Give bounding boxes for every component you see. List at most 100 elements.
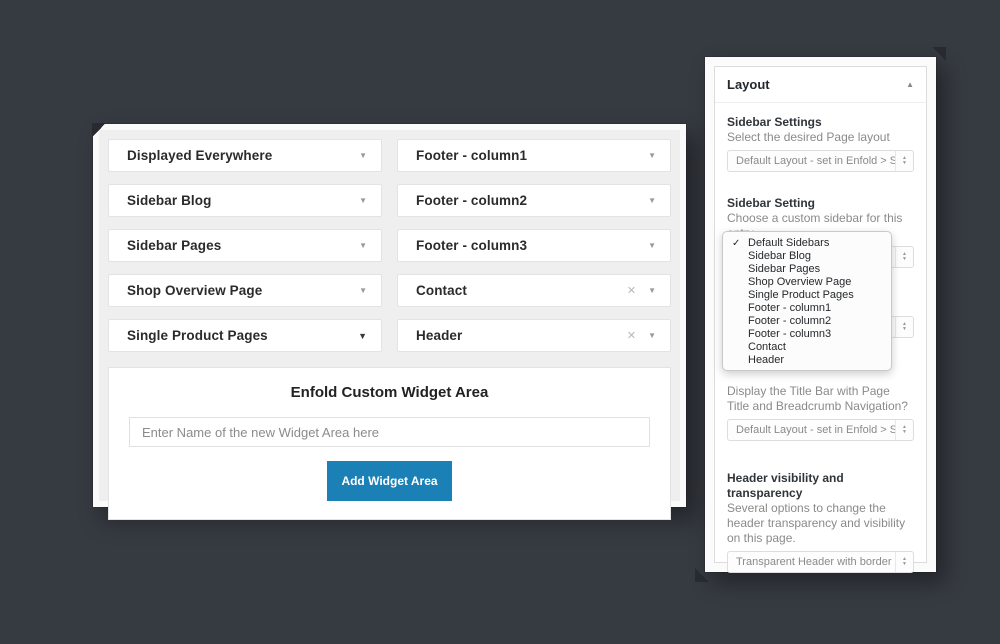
widget-area-label: Footer - column3 <box>416 238 528 253</box>
collapse-icon[interactable]: ▲ <box>906 80 914 89</box>
dropdown-option-single-product-pages[interactable]: Single Product Pages <box>723 289 891 302</box>
layout-metabox-inner: Layout ▲ Sidebar Settings Select the des… <box>714 66 927 573</box>
add-widget-area-button[interactable]: Add Widget Area <box>327 461 452 501</box>
widget-area-row-footer-column3[interactable]: Footer - column3 ▼ <box>397 229 671 262</box>
section-heading: Header visibility and transparency <box>727 471 844 500</box>
select-stepper-icon: ▲ ▼ <box>895 317 913 337</box>
section-description: Display the Title Bar with Page Title an… <box>727 384 908 413</box>
panel-corner-curl <box>695 568 709 582</box>
widget-area-row-single-product-pages[interactable]: Single Product Pages ▼ <box>108 319 382 352</box>
widget-area-row-footer-column1[interactable]: Footer - column1 ▼ <box>397 139 671 172</box>
widget-area-label: Sidebar Blog <box>127 193 212 208</box>
widget-area-label: Contact <box>416 283 467 298</box>
dropdown-option-label: Footer - column2 <box>748 315 832 327</box>
chevron-down-icon[interactable]: ▼ <box>359 196 367 205</box>
dropdown-option-header[interactable]: Header <box>723 354 891 367</box>
chevron-down-icon[interactable]: ▼ <box>359 241 367 250</box>
stepper-down-icon: ▼ <box>902 326 907 332</box>
widget-area-rows: Displayed Everywhere ▼ Sidebar Blog ▼ Si… <box>108 139 671 352</box>
header-transparency-select[interactable]: Transparent Header with border ▲ ▼ <box>727 551 914 573</box>
dropdown-option-label: Default Sidebars <box>748 237 830 249</box>
select-stepper-icon: ▲ ▼ <box>895 247 913 267</box>
new-widget-area-box: Enfold Custom Widget Area Add Widget Are… <box>108 367 671 520</box>
dropdown-option-footer-column1[interactable]: Footer - column1 <box>723 302 891 315</box>
chevron-down-icon[interactable]: ▼ <box>648 196 656 205</box>
chevron-down-icon[interactable]: ▼ <box>359 151 367 160</box>
layout-metabox-body: Sidebar Settings Select the desired Page… <box>715 103 926 573</box>
select-value: Default Layout - set in Enfold > S <box>736 424 895 436</box>
chevron-down-icon[interactable]: ▼ <box>648 241 656 250</box>
chevron-down-icon[interactable]: ▼ <box>648 331 656 340</box>
stepper-down-icon: ▼ <box>902 429 907 435</box>
dropdown-option-label: Single Product Pages <box>748 289 854 301</box>
layout-metabox-header[interactable]: Layout ▲ <box>715 67 926 103</box>
widget-area-label: Single Product Pages <box>127 328 268 343</box>
select-value: Transparent Header with border <box>736 556 892 568</box>
dropdown-option-contact[interactable]: Contact <box>723 341 891 354</box>
select-stepper-icon: ▲ ▼ <box>895 552 913 572</box>
dropdown-option-default-sidebars[interactable]: ✓ Default Sidebars <box>723 237 891 250</box>
widget-area-row-footer-column2[interactable]: Footer - column2 ▼ <box>397 184 671 217</box>
widget-area-row-shop-overview-page[interactable]: Shop Overview Page ▼ <box>108 274 382 307</box>
chevron-down-icon[interactable]: ▼ <box>648 286 656 295</box>
widget-area-label: Footer - column2 <box>416 193 528 208</box>
chevron-down-icon[interactable]: ▼ <box>648 151 656 160</box>
dropdown-option-footer-column3[interactable]: Footer - column3 <box>723 328 891 341</box>
dropdown-option-shop-overview-page[interactable]: Shop Overview Page <box>723 276 891 289</box>
widget-area-label: Displayed Everywhere <box>127 148 273 163</box>
panel-corner-curl <box>932 47 946 61</box>
widget-area-label: Shop Overview Page <box>127 283 263 298</box>
section-heading: Sidebar Settings <box>727 115 822 129</box>
dropdown-option-footer-column2[interactable]: Footer - column2 <box>723 315 891 328</box>
metabox-title: Layout <box>727 77 770 92</box>
dropdown-option-label: Header <box>748 354 785 366</box>
widget-area-label: Footer - column1 <box>416 148 528 163</box>
panel-corner-curl <box>92 123 106 137</box>
dropdown-option-label: Contact <box>748 341 786 353</box>
section-description: Select the desired Page layout <box>727 130 890 144</box>
dropdown-option-label: Shop Overview Page <box>748 276 852 288</box>
widget-area-row-sidebar-pages[interactable]: Sidebar Pages ▼ <box>108 229 382 262</box>
dropdown-option-sidebar-pages[interactable]: Sidebar Pages <box>723 263 891 276</box>
header-visibility-section: Header visibility and transparency Sever… <box>727 471 914 573</box>
dropdown-option-label: Sidebar Blog <box>748 250 811 262</box>
widget-area-row-header[interactable]: Header ✕ ▼ <box>397 319 671 352</box>
stepper-down-icon: ▼ <box>902 256 907 262</box>
chevron-down-icon[interactable]: ▼ <box>358 330 367 341</box>
stepper-up-icon: ▲ <box>902 424 907 430</box>
stepper-down-icon: ▼ <box>902 160 907 166</box>
page-layout-select[interactable]: Default Layout - set in Enfold > S ▲ ▼ <box>727 150 914 172</box>
section-description: Several options to change the header tra… <box>727 501 906 545</box>
stepper-up-icon: ▲ <box>902 251 907 257</box>
stepper-up-icon: ▲ <box>902 155 907 161</box>
select-stepper-icon: ▲ ▼ <box>895 420 913 440</box>
chevron-down-icon[interactable]: ▼ <box>359 286 367 295</box>
section-heading: Sidebar Setting <box>727 196 816 210</box>
dropdown-option-label: Sidebar Pages <box>748 263 821 275</box>
check-icon: ✓ <box>732 238 741 249</box>
delete-widget-area-icon[interactable]: ✕ <box>626 285 637 297</box>
stepper-up-icon: ▲ <box>902 321 907 327</box>
stepper-down-icon: ▼ <box>902 561 907 567</box>
select-stepper-icon: ▲ ▼ <box>895 151 913 171</box>
widget-areas-panel: Displayed Everywhere ▼ Sidebar Blog ▼ Si… <box>92 123 686 520</box>
sidebar-dropdown-menu: ✓ Default Sidebars Sidebar Blog Sidebar … <box>722 231 892 371</box>
widget-area-label: Sidebar Pages <box>127 238 222 253</box>
dropdown-option-label: Footer - column3 <box>748 328 832 340</box>
layout-metabox: Layout ▲ Sidebar Settings Select the des… <box>695 47 946 582</box>
new-widget-area-title: Enfold Custom Widget Area <box>290 384 489 401</box>
delete-widget-area-icon[interactable]: ✕ <box>626 330 637 342</box>
select-value: Default Layout - set in Enfold > S <box>736 155 895 167</box>
stepper-up-icon: ▲ <box>902 556 907 562</box>
dropdown-option-label: Footer - column1 <box>748 302 832 314</box>
widget-area-label: Header <box>416 328 463 343</box>
sidebar-settings-section: Sidebar Settings Select the desired Page… <box>727 115 914 172</box>
title-bar-section: Display the Title Bar with Page Title an… <box>727 384 914 441</box>
title-bar-select[interactable]: Default Layout - set in Enfold > S ▲ ▼ <box>727 419 914 441</box>
widget-area-name-input[interactable] <box>129 417 650 447</box>
widget-area-row-sidebar-blog[interactable]: Sidebar Blog ▼ <box>108 184 382 217</box>
widget-area-row-displayed-everywhere[interactable]: Displayed Everywhere ▼ <box>108 139 382 172</box>
widget-area-row-contact[interactable]: Contact ✕ ▼ <box>397 274 671 307</box>
dropdown-option-sidebar-blog[interactable]: Sidebar Blog <box>723 250 891 263</box>
